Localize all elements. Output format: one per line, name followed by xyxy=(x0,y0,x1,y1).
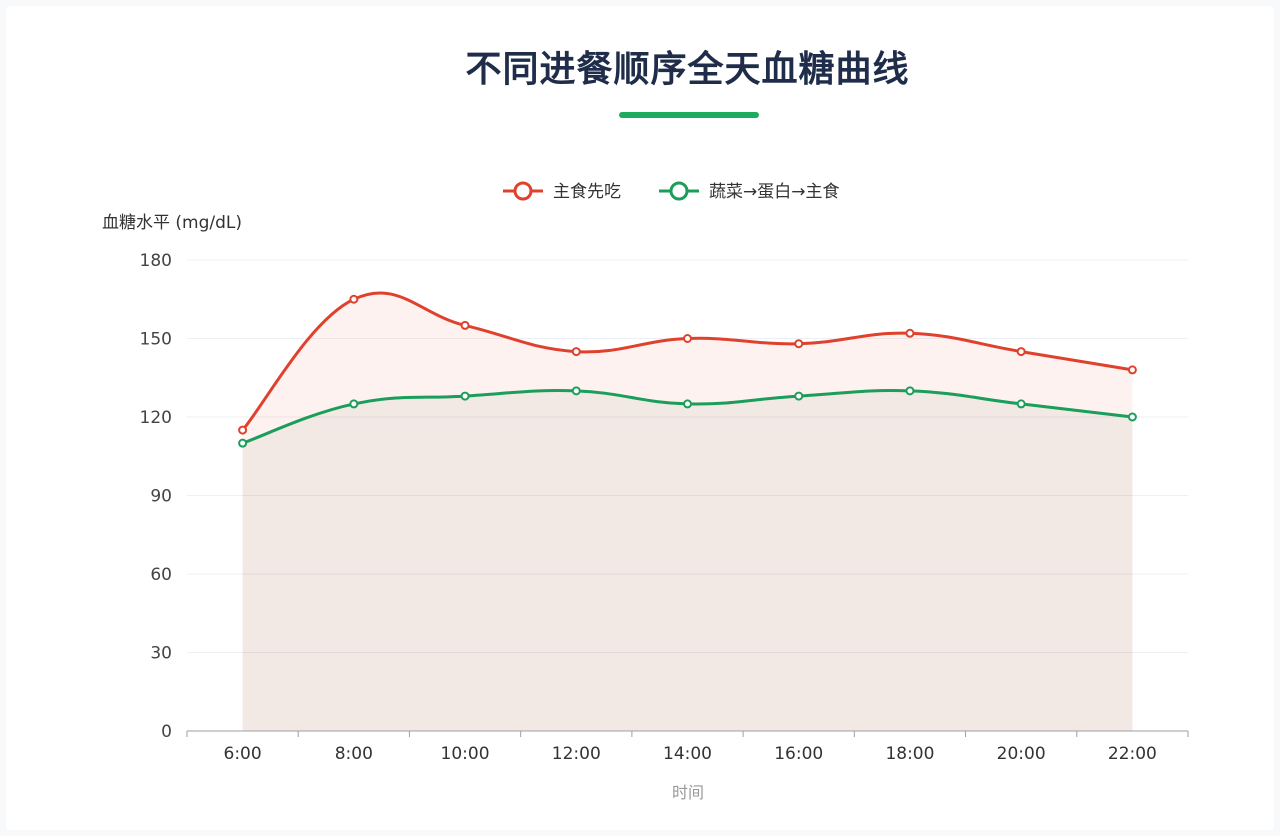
data-point[interactable] xyxy=(349,294,359,304)
y-tick-label: 90 xyxy=(150,487,172,507)
y-tick-label: 120 xyxy=(140,408,172,428)
data-point[interactable] xyxy=(238,425,248,435)
data-point[interactable] xyxy=(683,334,692,343)
legend-label[interactable]: 主食先吃 xyxy=(553,182,621,202)
data-point[interactable] xyxy=(460,391,470,401)
data-point[interactable] xyxy=(1016,347,1026,357)
legend-marker[interactable] xyxy=(513,181,533,201)
legend-marker[interactable] xyxy=(669,181,689,201)
x-tick-label: 8:00 xyxy=(335,744,373,764)
x-tick-label: 14:00 xyxy=(663,744,712,764)
data-points xyxy=(238,294,1137,448)
x-tick-label: 10:00 xyxy=(441,744,490,764)
x-tick-label: 6:00 xyxy=(224,744,262,764)
y-axis-label: 血糖水平 (mg/dL) xyxy=(102,213,242,233)
x-tick-label: 22:00 xyxy=(1108,744,1157,764)
legend[interactable]: 主食先吃 蔬菜→蛋白→主食 xyxy=(503,181,840,202)
y-tick-label: 60 xyxy=(150,565,172,585)
x-tick-label: 12:00 xyxy=(552,744,601,764)
data-point[interactable] xyxy=(571,347,581,357)
axes: 0 30 60 90 120 150 180 6:00 8:00 10:00 12:00 14:00 1… xyxy=(140,251,1189,764)
data-point[interactable] xyxy=(683,399,692,409)
y-tick-label: 150 xyxy=(140,330,172,350)
data-point[interactable] xyxy=(1127,412,1137,422)
chart-title: 不同进餐顺序全天血糖曲线 xyxy=(465,49,910,90)
data-point[interactable] xyxy=(571,386,581,396)
y-tick-label: 180 xyxy=(140,251,172,271)
data-point[interactable] xyxy=(460,320,470,330)
data-point[interactable] xyxy=(238,438,248,448)
series-line-1 xyxy=(241,291,1133,432)
x-tick-label: 20:00 xyxy=(997,744,1046,764)
legend-label[interactable]: 蔬菜→蛋白→主食 xyxy=(709,182,840,202)
x-axis-label: 时间 xyxy=(672,783,704,802)
data-point[interactable] xyxy=(1016,399,1026,409)
data-point[interactable] xyxy=(905,328,915,338)
area-fills xyxy=(242,292,1133,731)
data-point[interactable] xyxy=(905,386,915,396)
x-tick-label: 16:00 xyxy=(774,744,823,764)
x-tick-label: 18:00 xyxy=(885,744,934,764)
series-area-1 xyxy=(242,292,1133,731)
y-tick-label: 30 xyxy=(150,644,172,664)
y-tick-label: 0 xyxy=(161,722,172,742)
data-point[interactable] xyxy=(794,391,804,401)
grid-lines xyxy=(187,259,1188,653)
data-point[interactable] xyxy=(349,399,359,409)
data-point[interactable] xyxy=(794,339,804,349)
title-underline xyxy=(619,112,759,118)
chart-card xyxy=(6,6,1274,830)
data-point[interactable] xyxy=(1127,365,1137,375)
series-area-2 xyxy=(242,390,1133,731)
